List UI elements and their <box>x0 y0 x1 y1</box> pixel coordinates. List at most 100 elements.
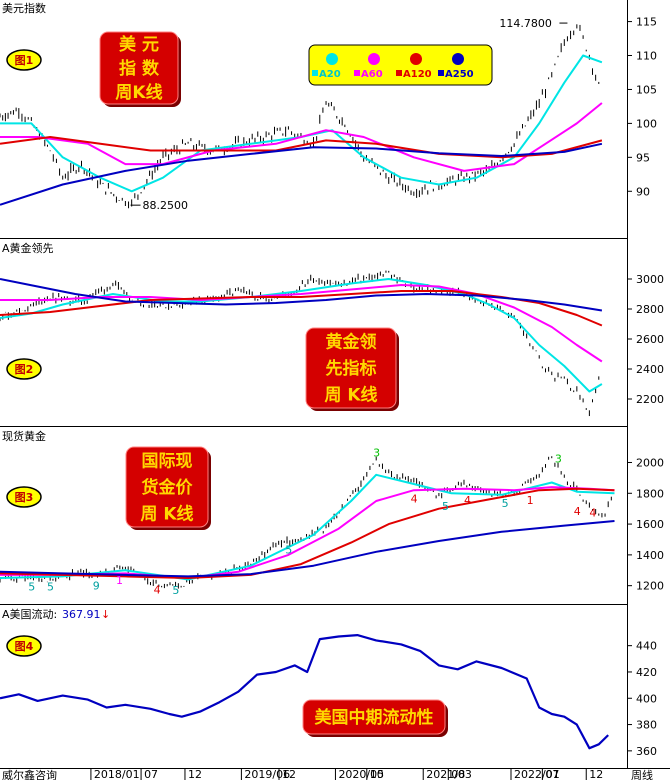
period-label: 周线 <box>631 768 653 780</box>
x-tick-label: 2021/03 <box>426 768 472 780</box>
legend-swatch <box>396 70 402 76</box>
series-line-A250-panel3 <box>0 520 615 578</box>
x-tick-label: 08 <box>451 768 465 780</box>
y-tick-label: 2200 <box>636 393 664 406</box>
series-line-A60-panel2 <box>0 284 603 363</box>
series-line-A20-panel1 <box>0 54 603 193</box>
panel-title-badge-4: 美国中期流动性 <box>302 699 448 737</box>
badge-text-line: 先指标 <box>326 358 377 379</box>
wave-marker: 5 <box>28 580 35 593</box>
badge-text-line: 美国中期流动性 <box>315 707 434 728</box>
badge-text-line: 周 K线 <box>324 385 377 406</box>
legend-dot-a120 <box>410 53 422 65</box>
badge-text-line: 美 元 <box>119 34 159 55</box>
series-line-A250-panel2 <box>0 278 603 312</box>
wave-marker: 1 <box>527 494 534 507</box>
wave-marker: 5 <box>442 500 449 513</box>
y-tick-label: 90 <box>636 185 650 198</box>
x-tick-label: 07 <box>144 768 158 780</box>
x-tick-label: 2020/05 <box>338 768 384 780</box>
y-tick-label: 2800 <box>636 303 664 316</box>
y-tick-label: 2600 <box>636 333 664 346</box>
figure-tag-2: 图2 <box>6 358 42 380</box>
badge-text-line: 周 K线 <box>140 504 193 525</box>
badge-text-line: 国际现 <box>142 451 193 471</box>
y-tick-label: 440 <box>636 640 657 653</box>
legend-label-a250: A250 <box>445 69 474 80</box>
wave-marker: 3 <box>555 452 562 465</box>
panel4-label: A美国流动: <box>2 607 57 621</box>
legend-label-a20: A20 <box>319 69 341 80</box>
series-line-A20-panel2 <box>0 278 603 393</box>
y-tick-label: 2000 <box>636 456 664 469</box>
x-tick-label: 12 <box>188 768 202 780</box>
liquidity-value: 367.91 <box>62 608 101 621</box>
series-line-A120-panel2 <box>0 290 603 327</box>
x-tick-label: 2022/01 <box>514 768 560 780</box>
series-line-A120-panel3 <box>0 487 615 579</box>
x-tick-label: 12 <box>589 768 603 780</box>
legend-label-a120: A120 <box>403 69 432 80</box>
panel3-label: 现货黄金 <box>2 429 46 443</box>
wave-marker: 4 <box>589 506 596 519</box>
wave-marker: 1 <box>116 574 123 587</box>
wave-marker: 4 <box>574 505 581 518</box>
down-arrow-icon: ↓ <box>101 608 110 621</box>
legend-dot-a250 <box>452 53 464 65</box>
y-tick-label: 110 <box>636 50 657 63</box>
badge-text-line: 周K线 <box>115 82 162 103</box>
y-tick-label: 100 <box>636 117 657 130</box>
panel1-label: 美元指数 <box>2 1 46 15</box>
y-tick-label: 360 <box>636 745 657 758</box>
wave-marker: 4 <box>464 494 471 507</box>
figure-tag-3: 图3 <box>6 486 42 508</box>
legend-dot-a60 <box>368 53 380 65</box>
series-line-A120-panel1 <box>0 136 603 159</box>
legend-label-a60: A60 <box>361 69 383 80</box>
wave-marker: 9 <box>93 580 100 593</box>
wave-marker: 5 <box>47 580 54 593</box>
y-tick-label: 1400 <box>636 549 664 562</box>
series-line-A20-panel3 <box>0 473 615 581</box>
figure-tag-4: 图4 <box>6 635 42 657</box>
y-tick-label: 95 <box>636 151 650 164</box>
y-tick-label: 115 <box>636 16 657 29</box>
x-tick-label: 10 <box>370 768 384 780</box>
figure-tag-label: 图2 <box>15 363 34 376</box>
x-tick-label: 07 <box>545 768 559 780</box>
y-tick-label: 380 <box>636 719 657 732</box>
figure-tag-1: 图1 <box>6 49 42 71</box>
y-tick-label: 400 <box>636 692 657 705</box>
legend-dot-a20 <box>326 53 338 65</box>
series-line-A-panel4 <box>0 634 609 750</box>
wave-marker: 4 <box>411 493 418 506</box>
wave-marker: 4 <box>154 583 161 596</box>
ma-legend: A20 A60 A120 A250 <box>308 44 493 86</box>
figure-tag-label: 图4 <box>15 640 34 653</box>
y-tick-label: 2400 <box>636 363 664 376</box>
legend-swatch <box>312 70 318 76</box>
figure-tag-label: 图3 <box>15 491 34 504</box>
badge-text-line: 货金价 <box>142 477 194 498</box>
badge-text-line: 指 数 <box>119 58 160 79</box>
wave-marker: 3 <box>373 446 380 459</box>
figure-tag-label: 图1 <box>15 54 34 67</box>
series-line-A250-panel1 <box>0 142 603 206</box>
source-label: 威尔鑫咨询 <box>2 768 57 780</box>
y-tick-label: 105 <box>636 83 657 96</box>
y-tick-label: 1600 <box>636 518 664 531</box>
wave-marker: 5 <box>172 584 179 597</box>
price-annotation: 114.7800 <box>499 17 552 30</box>
x-tick-label: 2018/01 <box>94 768 140 780</box>
wave-marker: 5 <box>285 543 292 556</box>
panel2-label: A黄金领先 <box>2 241 54 255</box>
price-annotation: 88.2500 <box>143 199 189 212</box>
x-tick-label: 12 <box>282 768 296 780</box>
badge-text-line: 黄金领 <box>326 331 377 352</box>
legend-swatch <box>438 70 444 76</box>
